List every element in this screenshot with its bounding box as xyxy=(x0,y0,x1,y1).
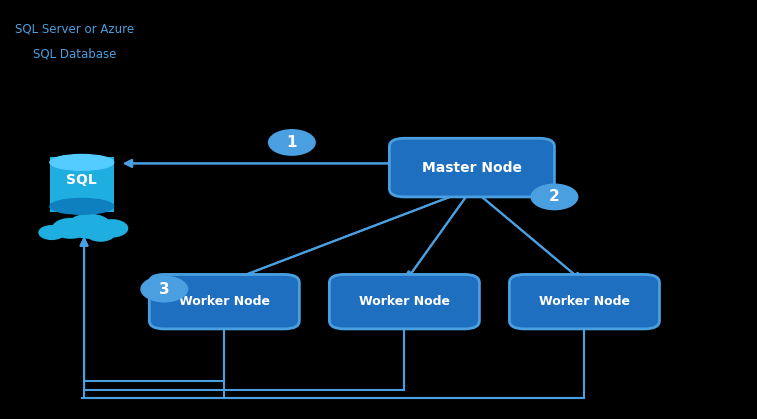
FancyBboxPatch shape xyxy=(389,138,554,197)
Circle shape xyxy=(67,214,112,239)
Circle shape xyxy=(531,184,578,210)
Text: 1: 1 xyxy=(287,135,297,150)
Text: SQL Server or Azure: SQL Server or Azure xyxy=(14,23,134,36)
Circle shape xyxy=(39,225,65,240)
Circle shape xyxy=(140,276,188,303)
Text: Master Node: Master Node xyxy=(422,160,522,175)
Text: Worker Node: Worker Node xyxy=(539,295,630,308)
Text: 2: 2 xyxy=(549,189,560,204)
Circle shape xyxy=(95,219,128,238)
Ellipse shape xyxy=(50,155,114,170)
FancyBboxPatch shape xyxy=(50,157,114,212)
FancyBboxPatch shape xyxy=(329,274,479,329)
FancyBboxPatch shape xyxy=(509,274,659,329)
Circle shape xyxy=(268,129,316,156)
Text: Worker Node: Worker Node xyxy=(359,295,450,308)
Text: SQL Database: SQL Database xyxy=(33,48,116,61)
Text: SQL: SQL xyxy=(67,173,97,187)
Text: 3: 3 xyxy=(159,282,170,297)
Circle shape xyxy=(51,218,89,239)
FancyBboxPatch shape xyxy=(149,274,299,329)
Text: Worker Node: Worker Node xyxy=(179,295,269,308)
Ellipse shape xyxy=(50,199,114,214)
Circle shape xyxy=(86,225,116,242)
